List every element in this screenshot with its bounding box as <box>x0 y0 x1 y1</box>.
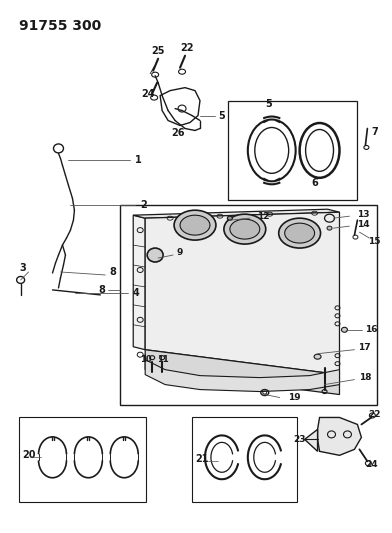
Polygon shape <box>318 417 361 455</box>
Text: 23: 23 <box>293 435 306 444</box>
Text: 14: 14 <box>357 220 370 229</box>
Ellipse shape <box>230 219 260 239</box>
Text: 26: 26 <box>171 128 185 139</box>
Text: 15: 15 <box>368 237 381 246</box>
Text: 91755 300: 91755 300 <box>19 19 101 33</box>
Text: 6: 6 <box>311 179 318 188</box>
Text: 25: 25 <box>151 46 165 56</box>
Polygon shape <box>145 212 339 375</box>
Polygon shape <box>305 430 318 451</box>
Text: 8: 8 <box>98 285 105 295</box>
Ellipse shape <box>279 218 321 248</box>
Text: 1: 1 <box>135 156 142 165</box>
Bar <box>192 417 297 502</box>
Text: 5: 5 <box>265 99 272 109</box>
Ellipse shape <box>327 226 332 230</box>
Polygon shape <box>145 354 339 392</box>
Text: 16: 16 <box>365 325 377 334</box>
Ellipse shape <box>180 215 210 235</box>
Ellipse shape <box>314 354 321 359</box>
Text: 24: 24 <box>365 460 377 469</box>
Text: 21: 21 <box>195 454 209 464</box>
Text: 22: 22 <box>180 43 194 53</box>
Text: 17: 17 <box>358 343 371 352</box>
Text: 12: 12 <box>258 212 270 221</box>
Polygon shape <box>133 215 145 350</box>
Bar <box>19 417 146 502</box>
Text: 24: 24 <box>142 88 155 99</box>
Bar <box>120 205 377 405</box>
Text: 7: 7 <box>371 127 378 138</box>
Text: 4: 4 <box>133 288 140 298</box>
Text: 8: 8 <box>110 267 117 277</box>
Text: 18: 18 <box>359 373 372 382</box>
Ellipse shape <box>227 216 232 220</box>
Text: 10: 10 <box>140 355 152 364</box>
Polygon shape <box>145 350 339 394</box>
Text: 5: 5 <box>218 110 225 120</box>
Ellipse shape <box>174 210 216 240</box>
Ellipse shape <box>341 327 347 332</box>
Text: 22: 22 <box>368 410 381 419</box>
Ellipse shape <box>285 223 314 243</box>
Text: 13: 13 <box>357 209 370 219</box>
Text: 19: 19 <box>289 393 301 402</box>
Text: 2: 2 <box>140 200 147 210</box>
Ellipse shape <box>147 248 163 262</box>
Polygon shape <box>133 209 339 218</box>
Text: 3: 3 <box>19 263 26 273</box>
Ellipse shape <box>224 214 266 244</box>
Text: 11: 11 <box>157 355 169 364</box>
Bar <box>228 101 358 200</box>
Text: 9: 9 <box>177 247 183 256</box>
Text: 20: 20 <box>23 450 36 461</box>
